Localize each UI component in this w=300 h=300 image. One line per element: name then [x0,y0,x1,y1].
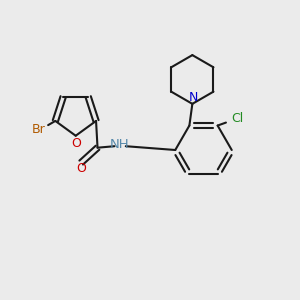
Text: NH: NH [110,138,130,151]
Text: Br: Br [32,123,45,136]
Text: N: N [189,91,199,104]
Text: O: O [76,162,86,175]
Text: O: O [71,137,81,150]
Text: Cl: Cl [231,112,243,124]
